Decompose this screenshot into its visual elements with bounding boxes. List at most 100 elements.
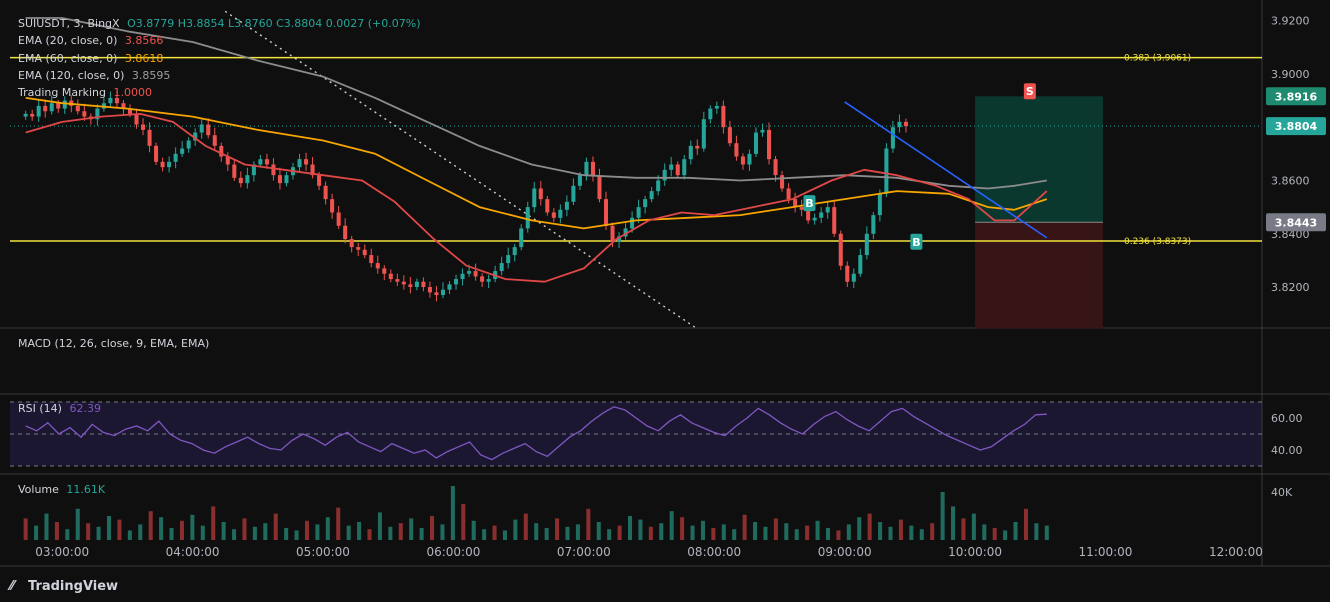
volume-bar[interactable] xyxy=(575,524,580,540)
candle[interactable] xyxy=(819,212,824,218)
volume-bar[interactable] xyxy=(1013,522,1018,540)
volume-bar[interactable] xyxy=(961,518,966,540)
candle[interactable] xyxy=(427,287,432,293)
candle[interactable] xyxy=(838,233,843,266)
volume-bar[interactable] xyxy=(888,526,893,540)
candle[interactable] xyxy=(890,127,895,149)
candle[interactable] xyxy=(571,185,576,202)
candle[interactable] xyxy=(486,279,491,282)
volume-bar[interactable] xyxy=(127,530,132,540)
candle[interactable] xyxy=(388,273,393,280)
candle[interactable] xyxy=(519,228,524,248)
candle[interactable] xyxy=(864,233,869,256)
candle[interactable] xyxy=(147,129,152,146)
candle[interactable] xyxy=(238,177,243,184)
volume-bar[interactable] xyxy=(555,518,560,540)
volume-bar[interactable] xyxy=(534,523,539,540)
ema120-line[interactable] xyxy=(25,17,1047,190)
candle[interactable] xyxy=(173,153,178,162)
candle[interactable] xyxy=(62,100,67,109)
trade-marker[interactable] xyxy=(803,195,816,212)
candle[interactable] xyxy=(440,289,446,296)
volume-bar[interactable] xyxy=(336,507,341,540)
candle[interactable] xyxy=(708,108,713,120)
volume-bar[interactable] xyxy=(325,517,330,540)
candle[interactable] xyxy=(610,225,615,242)
volume-bar[interactable] xyxy=(805,525,810,540)
candle[interactable] xyxy=(695,145,700,149)
rsi-legend[interactable]: RSI (14) 62.39 xyxy=(18,402,101,415)
volume-bar[interactable] xyxy=(940,492,945,540)
symbol-legend[interactable]: SUIUSDT, 3, BingX O3.8779 H3.8854 L3.876… xyxy=(18,17,421,30)
candle[interactable] xyxy=(369,255,374,264)
macd-legend[interactable]: MACD (12, 26, close, 9, EMA, EMA) xyxy=(18,337,209,350)
candle[interactable] xyxy=(499,263,504,272)
volume-bar[interactable] xyxy=(721,524,726,540)
volume-bar[interactable] xyxy=(440,524,445,540)
trade-marker[interactable] xyxy=(910,233,923,250)
candle[interactable] xyxy=(643,199,648,208)
volume-bar[interactable] xyxy=(784,523,789,540)
volume-bar[interactable] xyxy=(169,528,174,540)
candle[interactable] xyxy=(180,148,185,154)
volume-bar[interactable] xyxy=(565,526,570,540)
volume-bar[interactable] xyxy=(951,506,956,540)
volume-bar[interactable] xyxy=(34,525,39,540)
candle[interactable] xyxy=(630,217,635,229)
volume-bar[interactable] xyxy=(1003,530,1008,540)
candle[interactable] xyxy=(232,164,237,178)
candle[interactable] xyxy=(395,279,400,282)
ema60-line[interactable] xyxy=(25,97,1048,230)
volume-bar[interactable] xyxy=(148,511,153,540)
volume-bar[interactable] xyxy=(919,529,924,540)
volume-bar[interactable] xyxy=(117,519,122,540)
candle[interactable] xyxy=(414,281,419,288)
candle[interactable] xyxy=(773,159,778,176)
candle[interactable] xyxy=(297,159,302,168)
volume-bar[interactable] xyxy=(523,513,528,540)
candle[interactable] xyxy=(780,175,785,189)
volume-bar[interactable] xyxy=(638,519,643,540)
candle[interactable] xyxy=(284,175,289,184)
volume-bar[interactable] xyxy=(492,525,497,540)
candle[interactable] xyxy=(545,199,550,213)
candle[interactable] xyxy=(806,209,811,221)
candle[interactable] xyxy=(506,255,511,264)
candle[interactable] xyxy=(812,217,817,221)
volume-bar[interactable] xyxy=(23,518,28,540)
candle[interactable] xyxy=(753,132,759,154)
volume-bar[interactable] xyxy=(461,504,466,540)
candle[interactable] xyxy=(649,191,654,200)
volume-bar[interactable] xyxy=(617,525,622,540)
volume-bar[interactable] xyxy=(732,529,737,540)
rsi-line[interactable] xyxy=(25,406,1047,461)
candle[interactable] xyxy=(538,188,543,200)
candle[interactable] xyxy=(75,105,80,112)
volume-bar[interactable] xyxy=(346,525,351,540)
candle[interactable] xyxy=(349,239,354,248)
candle[interactable] xyxy=(225,156,230,165)
position-loss-zone[interactable] xyxy=(975,222,1103,329)
marking-legend[interactable]: Trading Marking 1.0000 xyxy=(18,86,152,99)
candle[interactable] xyxy=(584,161,589,176)
candle[interactable] xyxy=(799,207,804,210)
candle[interactable] xyxy=(473,271,478,277)
volume-bar[interactable] xyxy=(690,525,695,540)
volume-bar[interactable] xyxy=(513,519,518,540)
volume-bar[interactable] xyxy=(419,528,424,540)
candle[interactable] xyxy=(167,161,172,168)
volume-bar[interactable] xyxy=(252,526,257,540)
candle[interactable] xyxy=(277,175,282,184)
candle[interactable] xyxy=(114,97,119,104)
candle[interactable] xyxy=(454,279,459,285)
candle[interactable] xyxy=(656,180,661,192)
candle[interactable] xyxy=(434,292,439,296)
volume-legend[interactable]: Volume 11.61K xyxy=(18,483,105,496)
blue-trendline[interactable] xyxy=(844,101,1048,239)
candle[interactable] xyxy=(825,207,830,213)
candle[interactable] xyxy=(447,284,452,290)
volume-bar[interactable] xyxy=(211,506,216,540)
candle[interactable] xyxy=(160,161,165,168)
volume-bar[interactable] xyxy=(596,522,601,540)
volume-bar[interactable] xyxy=(971,513,976,540)
